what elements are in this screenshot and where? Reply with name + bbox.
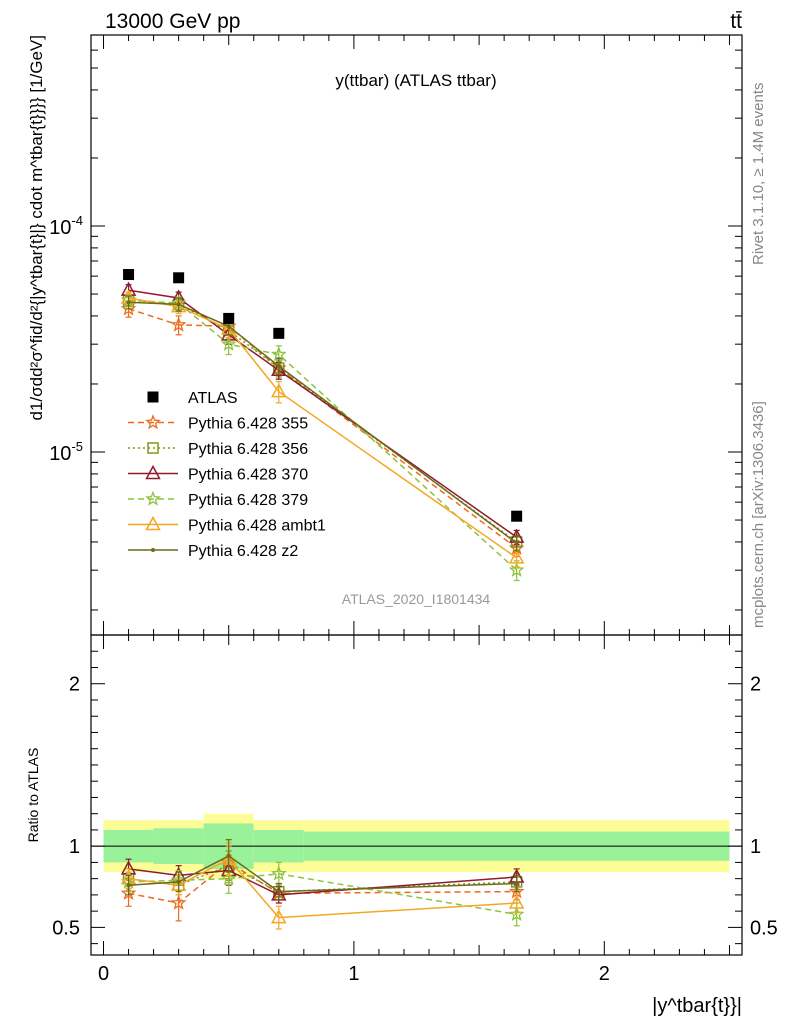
analysis-label: ATLAS_2020_I1801434 [342, 591, 491, 607]
header-left: 13000 GeV pp [105, 10, 240, 33]
legend-label: Pythia 6.428 355 [188, 416, 308, 433]
legend-marker [147, 442, 159, 454]
legend-label: ATLAS [188, 390, 238, 407]
x-tick-label: 1 [348, 963, 359, 985]
data-point [176, 302, 181, 307]
data-point [120, 885, 137, 900]
legend-label: Pythia 6.428 ambt1 [188, 518, 326, 535]
legend: ATLAS Pythia 6.428 355 Pythia 6.428 356 Pyt… [128, 390, 326, 560]
y-tick-label: 10-4 [49, 213, 83, 239]
data-point [270, 346, 287, 362]
rivet-label: Rivet 3.1.10, ≥ 1.4M events [750, 83, 767, 266]
ratio-y-tick-label: 1 [69, 836, 80, 858]
data-point [126, 300, 131, 305]
mcplots-label: mcplots.cern.ch [arXiv:1306.3436] [750, 401, 767, 628]
data-point [173, 272, 185, 284]
plot-title: y(ttbar) (ATLAS ttbar) [335, 71, 496, 90]
data-point [271, 909, 287, 924]
data-point [508, 894, 525, 909]
data-point [123, 269, 135, 281]
data-point [514, 881, 519, 886]
main-y-axis-label: d1/σdd²σ^fid/d²{|y^tbar{t}|} cdot m^tbar… [27, 35, 46, 420]
x-tick-label: 0 [98, 963, 109, 985]
ratio-y-tick-label: 2 [69, 674, 80, 696]
data-point [514, 541, 519, 546]
data-point [220, 870, 237, 886]
legend-marker [147, 391, 159, 403]
data-point [226, 853, 231, 858]
legend-marker [145, 515, 161, 531]
data-point [508, 549, 525, 564]
axis-ticks: 0 1 2 10-5 10-4 0.5 0.5 1 1 2 2 [49, 34, 778, 985]
data-point [276, 364, 281, 369]
ratio-bands [91, 813, 742, 879]
data-point [220, 335, 237, 351]
y-tick-label: 10-5 [49, 439, 83, 465]
data-point [170, 894, 187, 910]
data-point [120, 300, 137, 316]
data-point [126, 883, 131, 888]
main-series-group [120, 269, 525, 582]
ratio-frame [90, 634, 743, 956]
data-point [511, 510, 523, 522]
ratio-y-tick-label: 2 [750, 674, 761, 696]
data-point [273, 327, 285, 339]
legend-label: Pythia 6.428 356 [188, 441, 308, 458]
data-point [226, 324, 231, 329]
ratio-y-axis-label: Ratio to ATLAS [25, 748, 41, 843]
legend-marker [145, 414, 161, 430]
data-point [508, 561, 525, 577]
x-axis-label: |y^tbar{t}}| [652, 995, 742, 1017]
header-right: tt̄ [730, 10, 742, 33]
series-line [128, 299, 518, 543]
data-point [508, 906, 525, 922]
legend-marker [145, 490, 161, 506]
legend-label: Pythia 6.428 z2 [188, 543, 298, 560]
series-line [128, 873, 517, 916]
legend-marker [145, 464, 161, 480]
data-point [176, 879, 181, 884]
data-point [170, 316, 187, 332]
data-point [223, 312, 235, 324]
series-line [128, 308, 518, 549]
ratio-y-tick-label: 0.5 [750, 917, 778, 939]
legend-label: Pythia 6.428 370 [188, 467, 308, 484]
data-point [270, 865, 287, 881]
ratio-series-group [120, 839, 525, 930]
legend-marker [151, 548, 155, 552]
legend-label: Pythia 6.428 379 [188, 492, 308, 509]
data-point [276, 889, 281, 894]
ratio-y-tick-label: 1 [750, 836, 761, 858]
x-tick-label: 2 [599, 963, 610, 985]
ratio-y-tick-label: 0.5 [52, 917, 80, 939]
data-point [271, 383, 287, 398]
